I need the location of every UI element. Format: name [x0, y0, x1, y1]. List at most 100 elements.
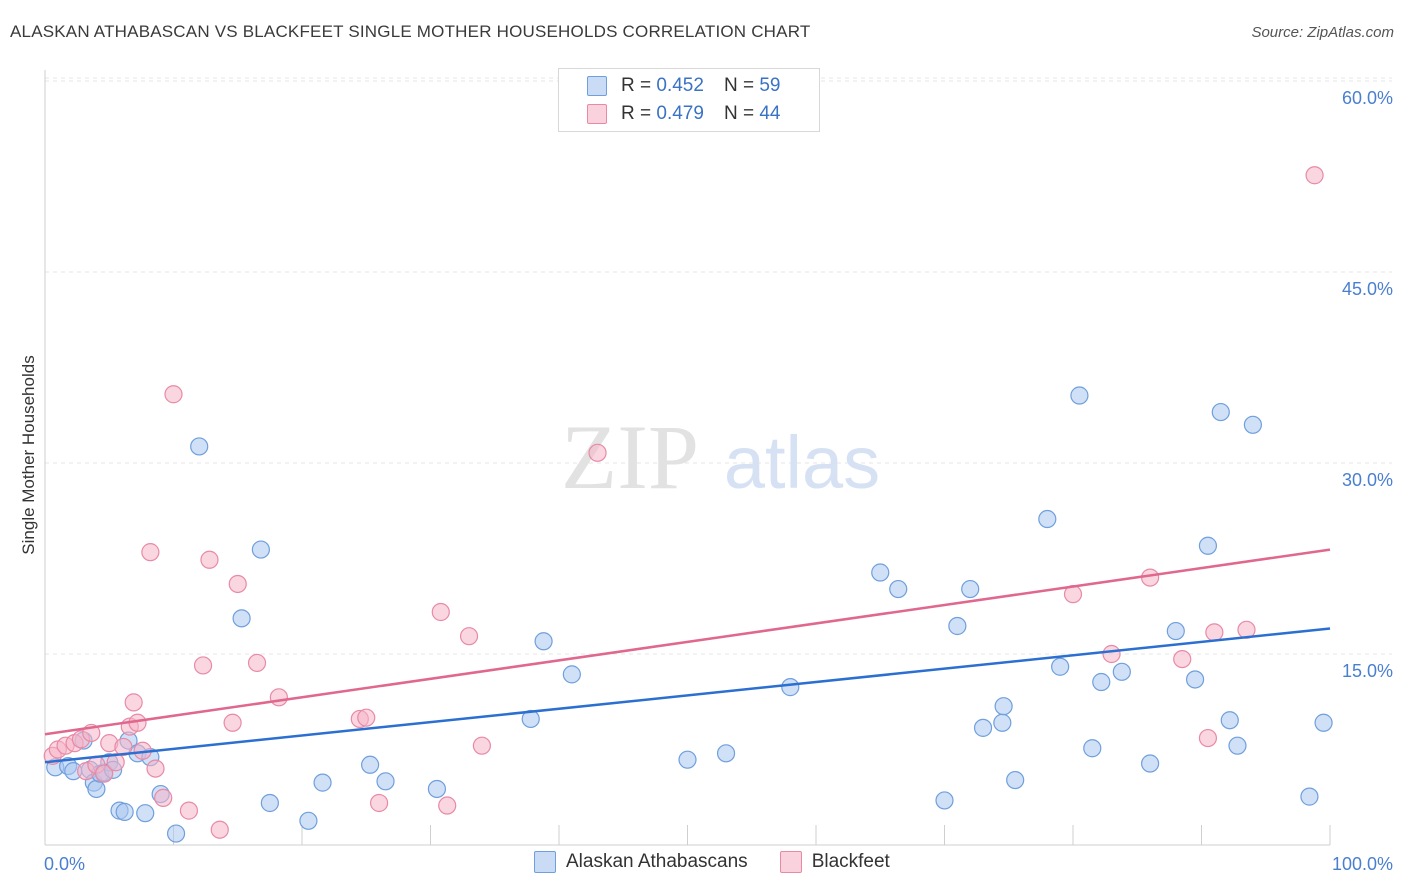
series-legend-blackfeet: Blackfeet: [779, 851, 890, 873]
data-point: [141, 543, 160, 562]
legend-row-blackfeet: R = 0.479 N = 44: [587, 102, 780, 126]
data-point: [228, 574, 247, 594]
data-point: [1173, 649, 1192, 669]
trend-lines: [44, 548, 1331, 764]
data-point: [1006, 770, 1025, 790]
series-legend-swatch-blackfeet: [779, 851, 802, 873]
legend-swatch-blackfeet: [587, 104, 607, 124]
watermark-atlas: atlas: [724, 421, 880, 504]
data-point: [948, 616, 967, 636]
data-point: [1140, 754, 1160, 773]
data-point: [179, 801, 199, 820]
data-point: [361, 755, 380, 774]
data-point: [1211, 402, 1230, 422]
x-tick-label: 100.0%: [1332, 854, 1393, 874]
data-point: [1092, 672, 1111, 692]
watermark-zip: ZIP: [561, 406, 699, 508]
data-point: [961, 579, 980, 599]
axes: [44, 70, 1331, 846]
data-point: [210, 820, 229, 839]
data-point: [993, 713, 1012, 732]
data-point: [193, 656, 213, 675]
data-point: [299, 811, 318, 830]
y-tick-label: 45.0%: [1342, 279, 1393, 299]
data-point: [232, 609, 251, 628]
data-point: [313, 773, 332, 792]
legend-n-label: N =: [723, 103, 755, 124]
data-point: [1198, 728, 1218, 748]
data-point: [1051, 657, 1070, 676]
legend-r-label: R =: [621, 75, 652, 96]
chart-title: ALASKAN ATHABASCAN VS BLACKFEET SINGLE M…: [10, 22, 811, 41]
data-point: [200, 550, 219, 569]
data-point: [588, 443, 607, 462]
data-point: [1300, 787, 1319, 806]
data-point: [154, 788, 173, 807]
data-point: [87, 779, 106, 799]
data-point: [871, 563, 890, 582]
data-point: [1038, 509, 1057, 529]
data-point: [1305, 166, 1324, 185]
legend: R = 0.452 N = 59 R = 0.479 N = 44: [558, 68, 820, 132]
data-point: [534, 632, 553, 651]
legend-n-value: 44: [759, 103, 781, 124]
data-point: [459, 627, 479, 646]
data-point: [146, 759, 165, 778]
data-point: [164, 385, 183, 404]
data-point: [95, 764, 114, 783]
grid-lines: [45, 77, 1392, 655]
y-axis-label: Single Mother Households: [19, 355, 38, 555]
data-point: [1243, 415, 1263, 434]
data-point: [1140, 568, 1160, 587]
source-credit: Source: ZipAtlas.com: [1251, 24, 1394, 41]
legend-r-label: R =: [621, 103, 652, 124]
data-point: [1228, 736, 1247, 755]
data-point: [781, 678, 800, 697]
y-tick-label: 30.0%: [1342, 470, 1393, 490]
data-point: [562, 665, 581, 684]
legend-swatch-alaskan-athabascans: [587, 76, 607, 96]
series-legend-swatch-alaskan-athabascans: [534, 851, 556, 873]
data-point: [124, 693, 143, 712]
data-point: [1083, 739, 1102, 758]
legend-n-value: 59: [759, 75, 781, 96]
data-point: [431, 602, 450, 622]
data-point: [678, 750, 697, 769]
series-legend: Alaskan Athabascans Blackfeet: [534, 851, 922, 873]
data-point: [1220, 711, 1239, 730]
data-point: [1205, 623, 1224, 642]
legend-r-value: 0.479: [656, 103, 704, 124]
data-point: [438, 796, 457, 815]
series-alaskan-athabascans: [46, 386, 1333, 843]
data-point: [115, 802, 134, 821]
data-point: [994, 697, 1013, 716]
data-point: [376, 772, 395, 791]
data-point: [427, 779, 447, 799]
x-tick-label: 0.0%: [44, 854, 85, 874]
data-point: [370, 793, 389, 813]
data-point: [1102, 644, 1121, 664]
data-point: [1198, 536, 1218, 555]
data-point: [472, 736, 491, 755]
data-point: [357, 708, 376, 727]
data-point: [1112, 662, 1131, 681]
series-legend-label: Blackfeet: [811, 851, 890, 872]
legend-r-value: 0.452: [656, 75, 704, 96]
data-point: [716, 744, 736, 763]
y-tick-label: 60.0%: [1342, 88, 1393, 108]
y-tick-label: 15.0%: [1342, 661, 1393, 681]
data-point: [247, 653, 267, 673]
data-point: [1185, 670, 1205, 689]
legend-row-alaskan-athabascans: R = 0.452 N = 59: [587, 74, 780, 98]
series-blackfeet: [43, 166, 1324, 839]
data-point: [1314, 713, 1333, 732]
series-legend-label: Alaskan Athabascans: [566, 851, 748, 872]
data-point: [114, 737, 133, 757]
data-point: [190, 437, 209, 456]
data-point: [166, 824, 186, 843]
trend-line: [44, 627, 1331, 764]
data-point: [889, 579, 908, 599]
data-point: [973, 718, 993, 737]
data-point: [1166, 621, 1185, 641]
